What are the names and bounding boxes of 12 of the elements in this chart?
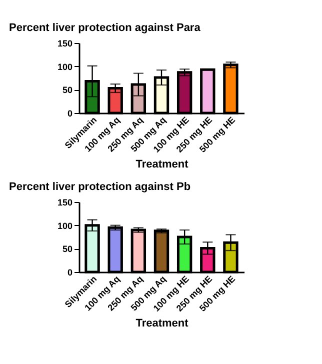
y-tick-label: 0 [67,268,72,278]
y-tick-label: 100 [57,220,72,231]
y-tick-label: 100 [57,62,72,72]
chart-title: Percent liver protection against Pb [8,181,191,193]
y-tick-label: 50 [62,244,72,254]
y-tick-label: 50 [62,85,72,96]
x-axis-title: Treatment [136,317,189,330]
x-axis-title: Treatment [136,158,189,170]
y-tick-label: 0 [67,108,72,118]
y-tick-label: 150 [57,198,72,208]
y-tick-label: 150 [57,38,72,48]
chart-title: Percent liver protection against Para [8,22,202,34]
